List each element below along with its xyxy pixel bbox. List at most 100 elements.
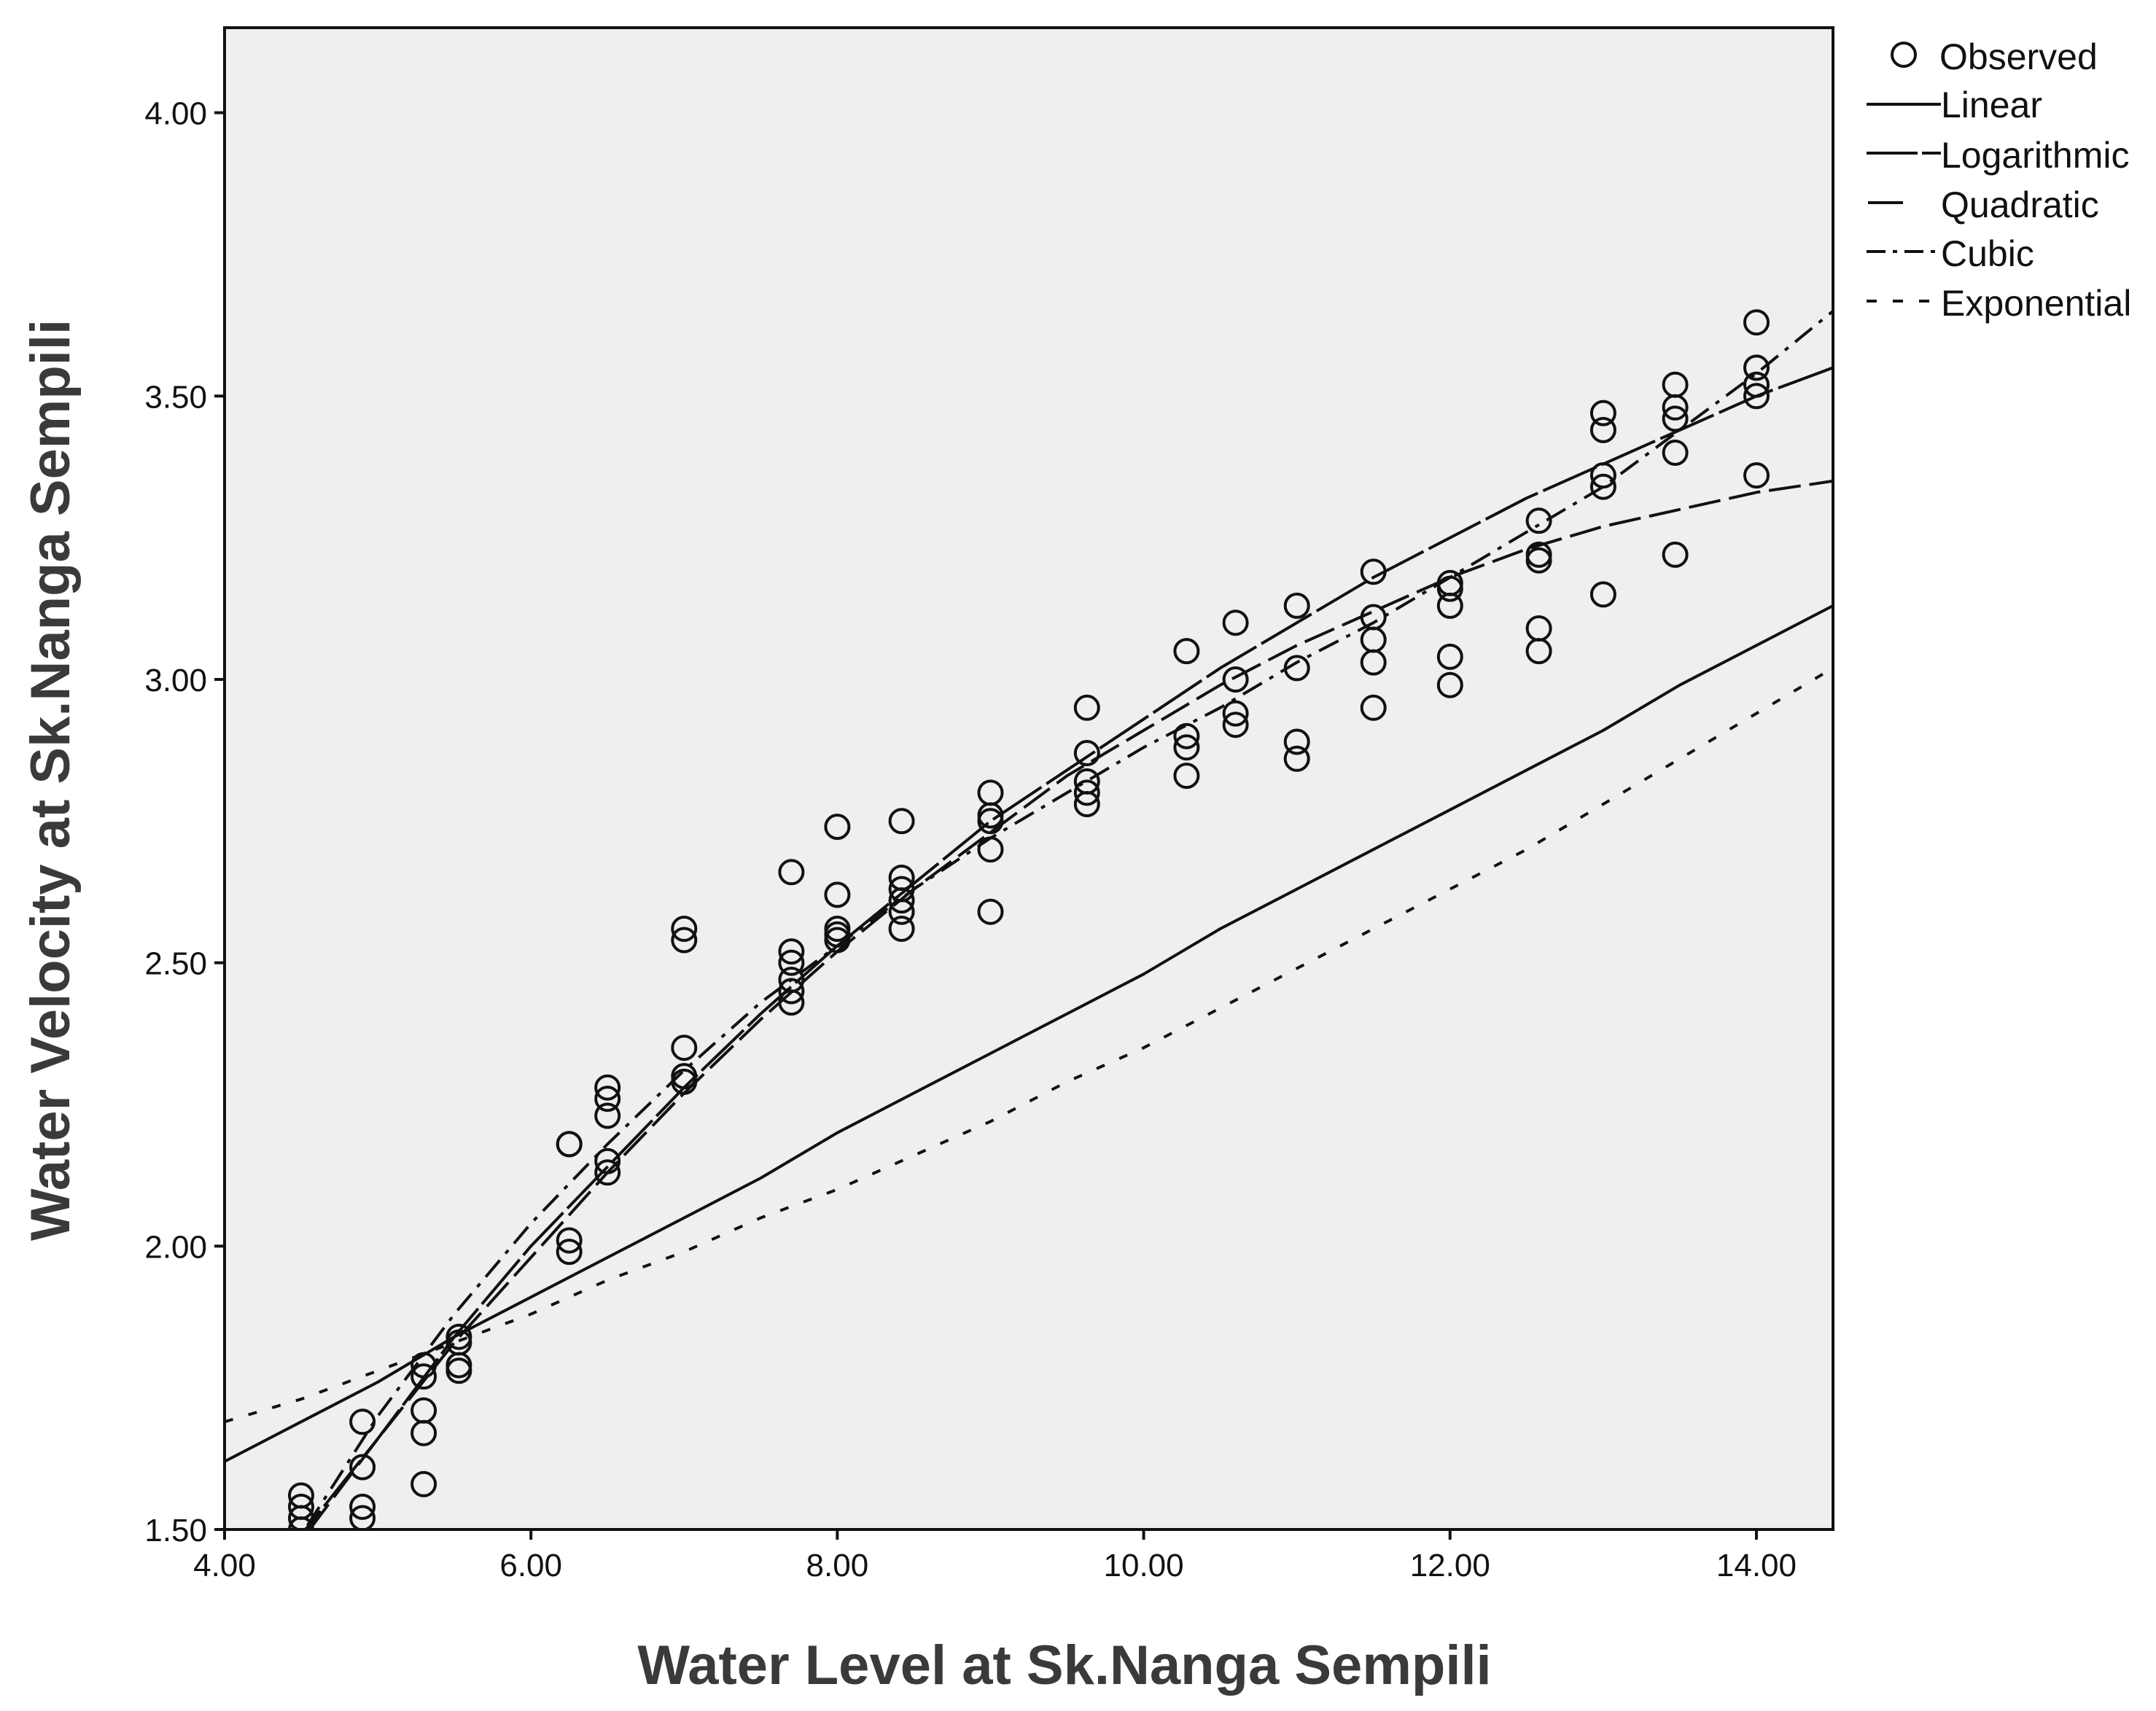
- observed-point: [1589, 473, 1616, 500]
- x-tick-label: 14.00: [1716, 1548, 1797, 1583]
- observed-point: [556, 1239, 583, 1266]
- observed-point: [1283, 592, 1310, 619]
- observed-point: [1283, 655, 1310, 682]
- observed-point: [1173, 734, 1200, 761]
- observed-point: [1743, 383, 1770, 410]
- y-tick-label: 3.50: [144, 379, 207, 415]
- observed-point: [410, 1363, 437, 1390]
- observed-point: [1743, 462, 1770, 489]
- y-axis-ticks: 1.50 2.00 2.50 3.00 3.50 4.00: [144, 96, 225, 1548]
- y-tick-label: 2.00: [144, 1229, 207, 1265]
- legend: Observed Linear Logarithmic Quadratic Cu…: [1867, 36, 2131, 324]
- legend-observed-marker: [1891, 42, 1917, 68]
- observed-point: [1073, 740, 1100, 766]
- observed-point: [888, 887, 915, 914]
- x-tick-label: 8.00: [806, 1548, 869, 1583]
- observed-point: [1662, 440, 1689, 466]
- observed-point: [1360, 694, 1387, 721]
- observed-point: [1662, 394, 1689, 421]
- x-axis-title: Water Level at Sk.Nanga Sempili: [637, 1634, 1491, 1696]
- observed-point: [824, 881, 851, 908]
- observed-point: [594, 1086, 621, 1112]
- legend-observed-label: Observed: [1939, 36, 2098, 77]
- observed-points: [288, 309, 1770, 1529]
- observed-point: [1743, 371, 1770, 398]
- observed-point: [977, 898, 1004, 925]
- observed-point: [1222, 609, 1249, 636]
- y-tick-label: 4.00: [144, 96, 207, 132]
- observed-point: [288, 1516, 314, 1529]
- observed-point: [824, 814, 851, 841]
- legend-cubic-label: Cubic: [1941, 233, 2034, 274]
- logarithmic-fit-line: [303, 366, 1833, 1529]
- observed-point: [778, 978, 805, 1005]
- observed-point: [824, 927, 851, 954]
- observed-point: [778, 989, 805, 1016]
- observed-point: [1073, 694, 1100, 721]
- y-tick-label: 2.50: [144, 946, 207, 982]
- observed-point: [349, 1454, 376, 1481]
- observed-point: [1662, 405, 1689, 432]
- observed-point: [1360, 649, 1387, 676]
- observed-point: [1436, 643, 1463, 670]
- observed-point: [1173, 722, 1200, 749]
- observed-point: [1525, 547, 1552, 574]
- observed-point: [1743, 309, 1770, 336]
- y-tick-label: 1.50: [144, 1513, 207, 1548]
- legend-quadratic-label: Quadratic: [1941, 184, 2099, 225]
- fit-curves: [225, 310, 1833, 1529]
- observed-point: [1589, 462, 1616, 489]
- observed-point: [977, 808, 1004, 835]
- observed-point: [1743, 354, 1770, 381]
- observed-point: [1436, 592, 1463, 619]
- y-tick-label: 3.00: [144, 663, 207, 698]
- x-tick-label: 4.00: [193, 1548, 256, 1583]
- observed-point: [410, 1470, 437, 1497]
- observed-point: [1073, 779, 1100, 806]
- x-tick-label: 6.00: [499, 1548, 562, 1583]
- observed-point: [778, 949, 805, 976]
- observed-point: [1436, 671, 1463, 698]
- observed-point: [778, 859, 805, 886]
- observed-point: [977, 836, 1004, 863]
- observed-point: [594, 1147, 621, 1174]
- observed-point: [1173, 638, 1200, 665]
- observed-point: [1222, 700, 1249, 727]
- observed-point: [1283, 745, 1310, 772]
- observed-point: [556, 1131, 583, 1158]
- linear-fit-line: [225, 604, 1833, 1463]
- observed-point: [445, 1357, 472, 1384]
- legend-exponential-label: Exponential: [1941, 283, 2131, 324]
- observed-point: [1525, 638, 1552, 665]
- observed-point: [671, 916, 698, 942]
- observed-point: [556, 1227, 583, 1254]
- observed-point: [1589, 581, 1616, 608]
- plot-area: [223, 26, 1834, 1531]
- observed-point: [778, 938, 805, 965]
- quadratic-fit-line: [308, 479, 1833, 1529]
- observed-point: [888, 898, 915, 925]
- observed-point: [594, 1102, 621, 1129]
- observed-point: [1222, 666, 1249, 693]
- observed-point: [288, 1505, 314, 1529]
- exponential-fit-line: [225, 666, 1833, 1424]
- observed-point: [671, 1034, 698, 1061]
- observed-point: [671, 927, 698, 954]
- observed-point: [349, 1505, 376, 1529]
- observed-point: [410, 1352, 437, 1379]
- x-tick-label: 10.00: [1104, 1548, 1184, 1583]
- observed-point: [1222, 712, 1249, 738]
- legend-logarithmic-label: Logarithmic: [1941, 135, 2129, 176]
- y-axis-title: Water Velocity at Sk.Nanga Sempili: [20, 319, 82, 1241]
- observed-point: [349, 1493, 376, 1520]
- observed-point: [1173, 763, 1200, 790]
- observed-point: [888, 916, 915, 942]
- observed-point: [1662, 541, 1689, 568]
- observed-point: [888, 808, 915, 835]
- x-tick-label: 12.00: [1410, 1548, 1490, 1583]
- observed-point: [1589, 400, 1616, 426]
- cubic-fit-line: [303, 310, 1833, 1529]
- observed-point: [1360, 558, 1387, 585]
- observed-point: [594, 1159, 621, 1186]
